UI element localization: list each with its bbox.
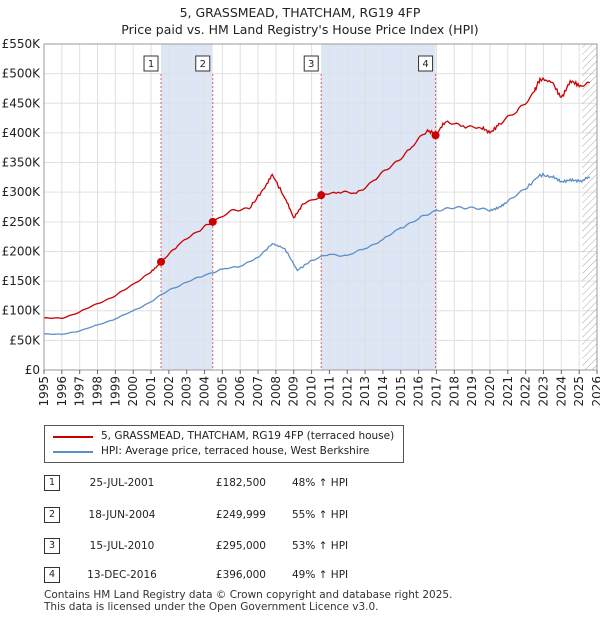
transaction-number: 4	[44, 567, 60, 583]
y-tick-label: £250K	[2, 215, 42, 229]
sale-marker-label: 3	[308, 59, 314, 70]
sale-marker-label: 1	[148, 59, 154, 70]
transaction-hpi: 55% ↑ HPI	[292, 509, 349, 521]
y-tick-label: £450K	[2, 96, 42, 110]
transaction-date: 13-DEC-2016	[87, 569, 157, 581]
x-tick-label: 2019	[465, 376, 479, 407]
sale-marker-box	[303, 55, 319, 72]
table-row: 4 13-DEC-2016 £396,000 49% ↑ HPI	[0, 567, 600, 585]
transaction-hpi: 53% ↑ HPI	[292, 540, 349, 552]
sale-marker-box	[195, 55, 211, 72]
y-tick-label: £350K	[2, 156, 42, 170]
transaction-number: 2	[44, 507, 60, 523]
footer-licence: This data is licensed under the Open Gov…	[44, 601, 379, 613]
x-tick-label: 2009	[287, 376, 301, 407]
x-tick-label: 2012	[340, 376, 354, 407]
forecast-hatch	[582, 44, 597, 370]
x-tick-label: 2006	[233, 376, 247, 407]
x-tick-label: 2008	[269, 376, 283, 407]
y-tick-label: £400K	[2, 126, 42, 140]
x-tick-label: 2021	[501, 376, 515, 407]
transaction-number: 1	[44, 475, 60, 491]
table-row: 2 18-JUN-2004 £249,999 55% ↑ HPI	[0, 507, 600, 525]
transaction-price: £249,999	[215, 509, 266, 521]
transaction-price: £295,000	[215, 540, 266, 552]
transaction-hpi: 49% ↑ HPI	[292, 569, 349, 581]
x-tick-label: 2001	[144, 376, 158, 407]
x-tick-label: 2004	[198, 376, 212, 407]
property-price-line	[43, 76, 590, 320]
legend-label-property: 5, GRASSMEAD, THATCHAM, RG19 4FP (terrac…	[101, 430, 395, 442]
sale-point	[317, 191, 326, 200]
legend-swatch-property	[53, 436, 93, 438]
hpi-line	[44, 172, 590, 336]
ownership-period-shade	[321, 44, 436, 370]
x-tick-label: 2023	[536, 376, 550, 407]
y-tick-label: £550K	[2, 37, 42, 51]
x-tick-label: 2024	[554, 376, 568, 407]
legend-label-hpi: HPI: Average price, terraced house, West…	[101, 445, 370, 457]
sale-marker-label: 2	[200, 59, 206, 70]
y-tick-label: £0	[25, 363, 40, 377]
x-tick-label: 2000	[126, 376, 140, 407]
legend-swatch-hpi	[53, 451, 93, 453]
x-tick-label: 1997	[73, 376, 87, 407]
x-tick-label: 2011	[322, 376, 336, 407]
x-tick-label: 1998	[91, 376, 105, 407]
x-tick-label: 2010	[305, 376, 319, 407]
sale-marker-box	[418, 55, 434, 72]
x-tick-label: 2007	[251, 376, 265, 407]
price-chart: 1 2 3 4 £0 £50K £100K £150K £200K £250K £300K £350…	[2, 37, 600, 407]
x-tick-label: 2016	[412, 376, 426, 407]
transaction-date: 25-JUL-2001	[89, 477, 155, 489]
sale-marker-box	[143, 55, 159, 72]
sale-point	[157, 257, 166, 266]
x-tick-label: 2026	[590, 376, 600, 407]
x-tick-label: 2002	[162, 376, 176, 407]
x-tick-label: 2003	[180, 376, 194, 407]
y-tick-label: £500K	[2, 67, 42, 81]
y-tick-label: £200K	[2, 244, 42, 258]
chart-legend: 5, GRASSMEAD, THATCHAM, RG19 4FP (terrac…	[44, 425, 404, 463]
chart-title: 5, GRASSMEAD, THATCHAM, RG19 4FP	[179, 5, 421, 20]
x-tick-label: 2025	[572, 376, 586, 407]
x-tick-label: 2020	[483, 376, 497, 407]
table-row: 3 15-JUL-2010 £295,000 53% ↑ HPI	[0, 538, 600, 556]
chart-subtitle: Price paid vs. HM Land Registry's House …	[121, 22, 479, 37]
y-tick-label: £300K	[2, 185, 42, 199]
x-tick-label: 2015	[394, 376, 408, 407]
transaction-number: 3	[44, 538, 60, 554]
transaction-price: £396,000	[215, 569, 266, 581]
x-tick-label: 2013	[358, 376, 372, 407]
x-tick-label: 1996	[55, 376, 69, 407]
x-tick-label: 1995	[37, 376, 51, 407]
sale-point	[431, 131, 440, 140]
y-tick-label: £150K	[2, 274, 42, 288]
x-tick-label: 2022	[519, 376, 533, 407]
x-tick-label: 2014	[376, 376, 390, 407]
transaction-date: 15-JUL-2010	[89, 540, 155, 552]
transaction-date: 18-JUN-2004	[88, 509, 156, 521]
y-tick-label: £100K	[2, 304, 42, 318]
table-row: 1 25-JUL-2001 £182,500 48% ↑ HPI	[0, 475, 600, 493]
x-tick-label: 2017	[429, 376, 443, 407]
y-tick-label: £50K	[9, 333, 41, 347]
x-tick-label: 2018	[447, 376, 461, 407]
x-tick-label: 2005	[215, 376, 229, 407]
sale-marker-label: 4	[422, 59, 428, 70]
transaction-price: £182,500	[215, 477, 266, 489]
sale-point	[208, 217, 217, 226]
x-tick-label: 1999	[108, 376, 122, 407]
transaction-hpi: 48% ↑ HPI	[292, 477, 349, 489]
footer-copyright: Contains HM Land Registry data © Crown c…	[44, 589, 453, 601]
